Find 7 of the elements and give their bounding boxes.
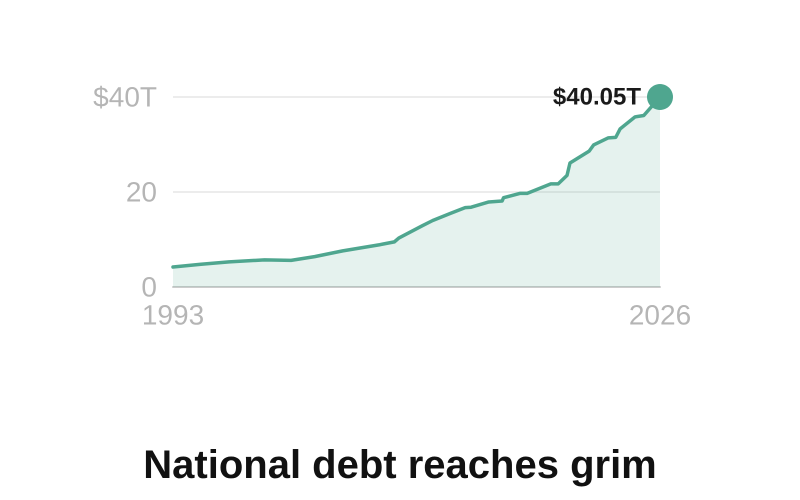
text: National debt reaches grim — [143, 443, 657, 487]
annotation: $40.05T — [552, 84, 642, 110]
x-tick-label: 2026 — [628, 300, 692, 330]
x-tick-label: 1993 — [142, 300, 204, 330]
y-tick-label: $40T — [93, 82, 157, 112]
y-tick-label: 0 — [141, 272, 157, 302]
y-tick-label: 20 — [126, 176, 157, 208]
